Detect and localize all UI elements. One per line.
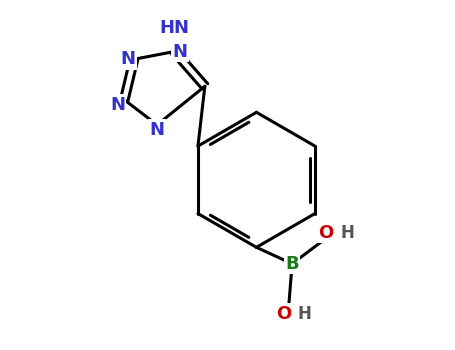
Text: HN: HN [159,19,189,37]
Text: B: B [285,255,299,273]
Text: N: N [110,96,125,114]
Text: O: O [318,224,334,242]
Text: H: H [340,224,354,242]
Text: N: N [121,50,136,68]
Text: O: O [276,305,291,323]
Text: N: N [150,121,165,139]
Text: N: N [173,43,188,61]
Text: H: H [298,305,312,323]
